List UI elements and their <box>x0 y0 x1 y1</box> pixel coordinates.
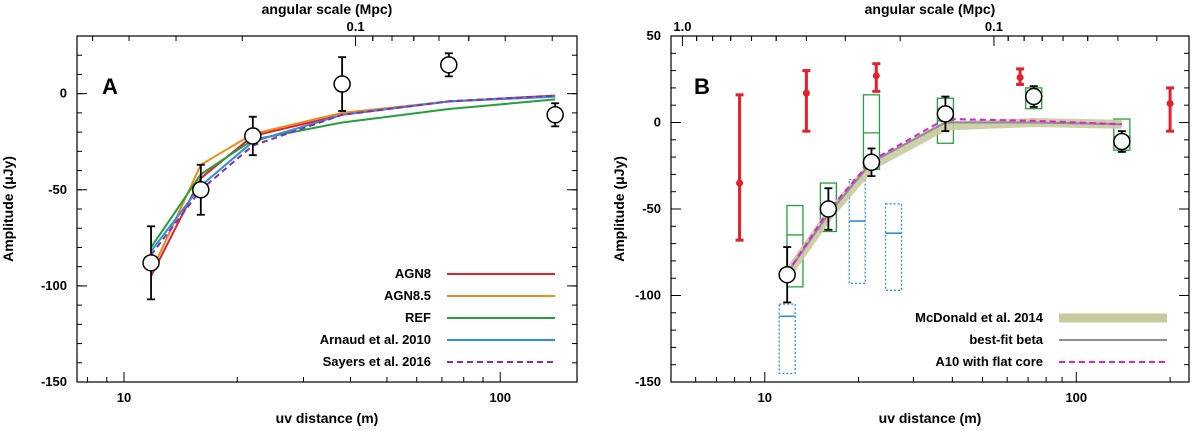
y-tick-label: 50 <box>647 28 661 43</box>
data-point <box>192 181 210 199</box>
series-line <box>150 94 556 277</box>
panel-a-data-points <box>142 52 564 301</box>
red-point <box>872 72 880 80</box>
data-point <box>1113 132 1131 151</box>
series-line <box>786 121 1122 274</box>
y-tick-label: -100 <box>635 288 661 303</box>
red-point <box>736 179 744 187</box>
legend-label: REF <box>405 310 431 325</box>
y-tick-label: -150 <box>635 374 661 389</box>
series-line <box>150 95 556 252</box>
data-point <box>819 200 838 218</box>
y-tick-label: -150 <box>41 374 67 389</box>
panel-a: angular scale (Mpc) uv distance (m) Ampl… <box>0 1 578 426</box>
panel-a-ticks: 10 100 0.1 -150 -100 -50 0 <box>41 19 577 405</box>
top-tick-label: 1.0 <box>673 19 691 34</box>
series-line <box>150 95 556 273</box>
x-tick-label: 100 <box>1065 390 1087 405</box>
legend-label: McDonald et al. 2014 <box>915 310 1044 325</box>
panel-b-series <box>783 117 1122 278</box>
data-point <box>936 105 955 123</box>
legend-label: AGN8.5 <box>384 288 431 303</box>
panel-a-y-axis-title: Amplitude (μJy) <box>0 156 16 262</box>
panel-a-label: A <box>102 74 118 99</box>
x-tick-label: 10 <box>758 390 772 405</box>
panel-b-x-axis-title: uv distance (m) <box>879 410 982 426</box>
data-point <box>546 106 564 124</box>
data-point <box>778 265 796 284</box>
top-tick-label: 0.1 <box>346 19 364 34</box>
series-line <box>783 117 1122 278</box>
y-tick-label: 0 <box>654 115 661 130</box>
y-tick-label: 0 <box>60 86 67 101</box>
panel-b-ticks: 10 100 1.0 0.1 -150 -100 -50 0 50 <box>635 19 1189 405</box>
panel-a-top-axis-title: angular scale (Mpc) <box>262 1 393 17</box>
series-line <box>786 117 1122 274</box>
legend-label: Sayers et al. 2016 <box>323 354 431 369</box>
panel-a-frame <box>76 35 578 383</box>
data-point <box>142 254 160 272</box>
panel-b-label: B <box>694 74 710 99</box>
legend-label: best-fit beta <box>969 332 1043 347</box>
panel-a-series <box>150 94 556 277</box>
y-tick-label: -50 <box>48 182 67 197</box>
data-point <box>862 153 881 172</box>
red-point <box>802 89 810 97</box>
blue-box <box>778 303 796 374</box>
panel-b-legend: McDonald et al. 2014 best-fit beta A10 wit… <box>915 310 1167 369</box>
panel-a-x-axis-title: uv distance (m) <box>276 410 379 426</box>
data-point <box>440 56 458 74</box>
series-line <box>150 94 556 256</box>
blue-box <box>884 203 903 291</box>
panel-b-red-points <box>735 62 1175 242</box>
legend-label: A10 with flat core <box>935 354 1043 369</box>
x-tick-label: 100 <box>489 390 511 405</box>
panel-a-legend: AGN8 AGN8.5 REF Arnaud et al. 2010 Sayers et… <box>320 266 555 369</box>
x-tick-label: 10 <box>117 390 131 405</box>
series-line <box>150 98 556 248</box>
panel-b-frame <box>670 35 1190 383</box>
data-point <box>1024 87 1043 106</box>
panel-b-top-axis-title: angular scale (Mpc) <box>865 1 996 17</box>
top-tick-label: 0.1 <box>985 19 1003 34</box>
legend-label: AGN8 <box>395 266 431 281</box>
panel-b-data-points <box>778 85 1131 304</box>
red-point <box>1166 99 1174 107</box>
red-point <box>1016 74 1024 82</box>
legend-label: Arnaud et al. 2010 <box>320 332 431 347</box>
data-point <box>244 127 262 145</box>
panel-b: angular scale (Mpc) uv distance (m) Ampl… <box>611 1 1190 426</box>
y-tick-label: -50 <box>642 201 661 216</box>
panel-b-y-axis-title: Amplitude (μJy) <box>611 156 627 262</box>
data-point <box>333 75 351 93</box>
y-tick-label: -100 <box>41 278 67 293</box>
